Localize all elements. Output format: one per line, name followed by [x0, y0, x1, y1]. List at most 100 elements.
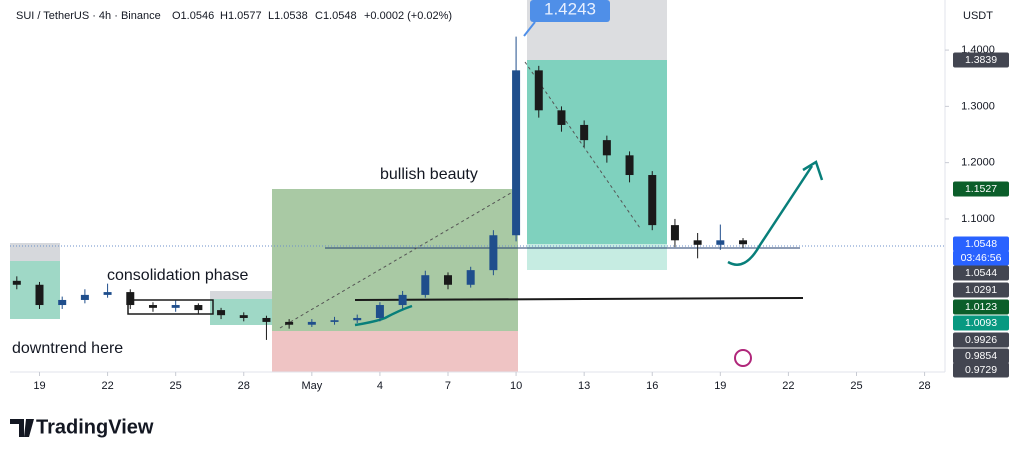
candle-body	[171, 305, 180, 308]
price-badge	[953, 181, 1009, 197]
candle-body	[285, 321, 294, 325]
price-badge-text: 1.0544	[965, 267, 997, 279]
candle-body	[648, 175, 657, 226]
zone	[10, 261, 60, 319]
x-tick-label: 28	[918, 380, 930, 392]
arrow-head	[802, 160, 824, 181]
candle-body	[557, 110, 566, 125]
annotation: bullish beauty	[380, 166, 478, 183]
candle-body	[739, 240, 748, 245]
candle-body	[602, 140, 611, 156]
price-badge	[953, 52, 1009, 68]
y-tick-label: 1.2000	[961, 157, 995, 169]
candle-body	[375, 305, 384, 318]
y-tick-label: 1.1000	[961, 213, 995, 225]
candle-body	[58, 299, 67, 306]
range-box	[127, 299, 214, 315]
x-tick-label: 13	[578, 380, 590, 392]
candle-body	[35, 284, 44, 306]
candle-body	[670, 225, 679, 241]
price-badge	[953, 315, 1009, 331]
candle-body	[307, 321, 316, 325]
candle-body	[80, 294, 89, 300]
price-badge-text: 1.0548	[965, 238, 997, 250]
change: +0.0002 (+0.02%)	[364, 10, 452, 22]
candle-body	[716, 240, 725, 245]
price-badge	[953, 236, 1009, 252]
x-tick-label: 7	[445, 380, 451, 392]
price-badge-text: 03:46:56	[961, 252, 1002, 264]
candle-body	[353, 317, 362, 321]
callout-pointer	[523, 21, 536, 37]
x-tick-label: 25	[850, 380, 862, 392]
candle-body	[217, 310, 226, 316]
candle-body	[421, 275, 430, 295]
x-tick-label: 19	[33, 380, 45, 392]
price-badge	[953, 282, 1009, 298]
candle-body	[239, 315, 248, 318]
stop-zone	[272, 331, 518, 372]
candle-body	[489, 235, 498, 271]
candle-body	[443, 275, 452, 285]
candle-body	[625, 155, 634, 176]
price-badge-text: 0.9729	[965, 364, 997, 376]
candle-body	[398, 294, 407, 306]
zone	[527, 60, 667, 244]
peak-label: 1.4243	[544, 0, 596, 18]
price-badge-text: 0.9926	[965, 334, 997, 346]
candle-body	[330, 320, 339, 322]
price-badge	[953, 332, 1009, 348]
zone	[10, 243, 60, 261]
price-badge-text: 1.0123	[965, 301, 997, 313]
curve	[354, 304, 413, 327]
price-badge-text: 1.0291	[965, 284, 997, 296]
price-badge-text: 1.1527	[965, 183, 997, 195]
price-badge	[953, 265, 1009, 281]
x-tick-label: May	[301, 380, 322, 392]
candle-body	[580, 124, 589, 141]
arrow	[727, 165, 814, 266]
x-tick-label: 16	[646, 380, 658, 392]
price-badge	[953, 250, 1009, 266]
price-badge	[953, 348, 1009, 364]
x-tick-label: 10	[510, 380, 522, 392]
x-tick-label: 19	[714, 380, 726, 392]
symbol: SUI / TetherUS · 4h · Binance	[16, 10, 161, 22]
candle-body	[693, 240, 702, 245]
currency: USDT	[963, 10, 993, 22]
support-line	[354, 297, 804, 301]
candle-body	[262, 317, 271, 322]
ohlc: H1.0577	[220, 10, 262, 22]
candle-body	[12, 280, 21, 285]
logo	[10, 419, 34, 437]
price-badge	[953, 362, 1009, 378]
x-tick-label: 22	[782, 380, 794, 392]
ohlc: C1.0548	[315, 10, 357, 22]
candle-body	[534, 70, 543, 111]
y-tick-label: 1.3000	[961, 100, 995, 112]
candle-body	[103, 292, 112, 295]
annotation: consolidation phase	[107, 267, 249, 284]
price-badge	[953, 299, 1009, 315]
trend-line	[524, 61, 641, 229]
candle-body	[512, 70, 521, 236]
x-tick-label: 22	[101, 380, 113, 392]
candle-body	[126, 292, 135, 306]
candle-body	[466, 270, 475, 285]
x-tick-label: 25	[170, 380, 182, 392]
candle-body	[194, 305, 203, 311]
price-badge-text: 1.3839	[965, 54, 997, 66]
price-badge-text: 1.0093	[965, 317, 997, 329]
icon[interactable]	[734, 349, 752, 367]
peak-callout	[530, 0, 610, 22]
ohlc: L1.0538	[268, 10, 308, 22]
annotation: downtrend here	[12, 340, 123, 357]
zone	[210, 291, 278, 299]
x-tick-label: 4	[377, 380, 383, 392]
price-badge-text: 0.9854	[965, 350, 997, 362]
ohlc: O1.0546	[172, 10, 214, 22]
brand: TradingView	[36, 416, 154, 438]
long-zone	[272, 189, 518, 331]
